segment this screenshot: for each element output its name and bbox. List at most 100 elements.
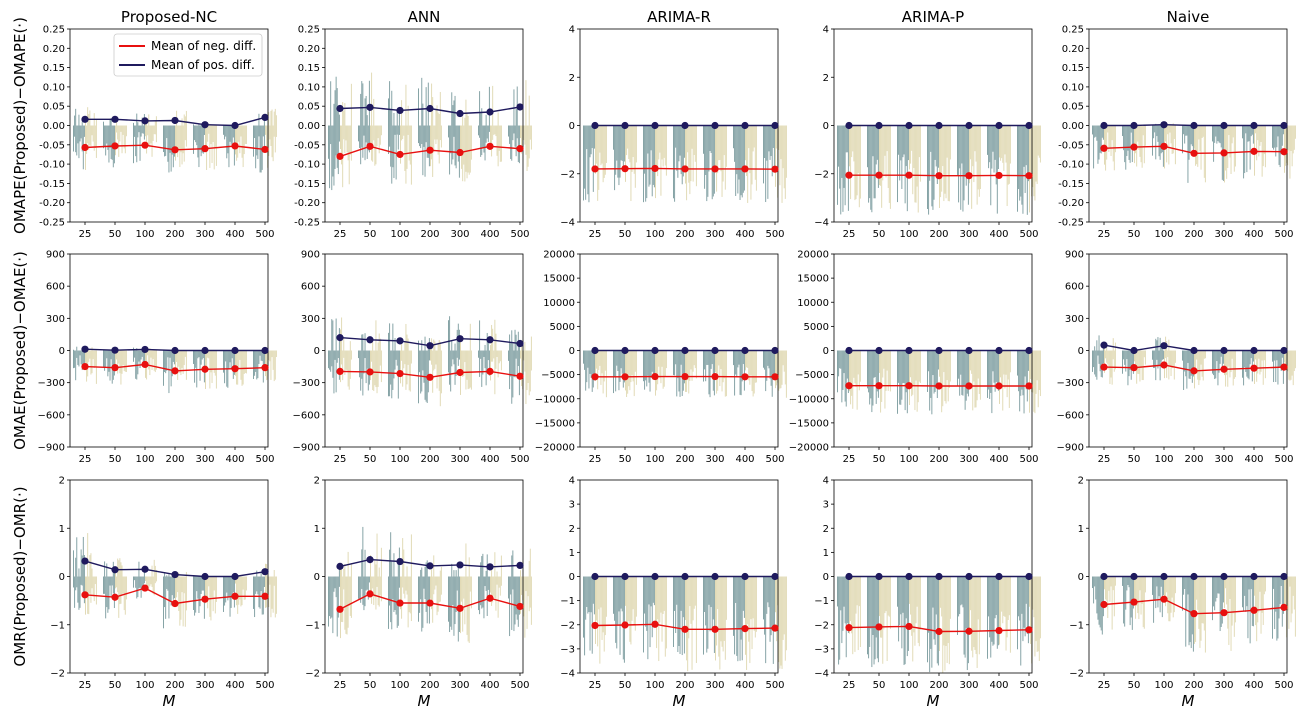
spread-bar: [1227, 125, 1229, 168]
spread-bar: [230, 125, 232, 145]
spread-bar: [1228, 125, 1230, 136]
ytick-label: 900: [301, 250, 320, 261]
ytick-label: −300: [1057, 378, 1084, 389]
xtick-label: 200: [1184, 680, 1203, 691]
spread-bar: [420, 125, 422, 149]
pos-mean-point: [111, 566, 119, 574]
xtick-label: 100: [390, 229, 409, 240]
spread-bar: [464, 576, 466, 625]
spread-bar: [962, 576, 964, 608]
spread-bar: [488, 576, 490, 598]
spread-bar-pos: [154, 121, 156, 126]
spread-bar: [849, 125, 850, 167]
spread-bar: [1272, 576, 1273, 639]
spread-bar: [500, 350, 502, 371]
spread-bar: [973, 350, 975, 382]
spread-bar: [341, 125, 343, 165]
spread-bar: [1019, 350, 1021, 412]
neg-mean-point: [261, 364, 269, 372]
spread-bar: [1157, 125, 1159, 142]
spread-bar: [1017, 125, 1018, 212]
spread-bar: [1216, 350, 1218, 362]
ytick-label: 3: [569, 500, 575, 511]
spread-bar: [1161, 350, 1163, 360]
spread-bar: [462, 576, 464, 632]
spread-bar: [725, 576, 727, 620]
spread-bar: [1158, 576, 1160, 597]
xtick-label: 100: [1154, 229, 1173, 240]
spread-bar: [1093, 125, 1095, 169]
spread-bar: [89, 576, 91, 594]
ytick-label: 0: [59, 346, 65, 357]
spread-bar-pos: [480, 111, 482, 126]
spread-bar: [595, 350, 596, 382]
spread-bar: [959, 125, 961, 169]
spread-bar: [360, 350, 362, 391]
spread-bar: [643, 350, 644, 382]
spread-bar-pos: [341, 317, 343, 351]
spread-bar: [976, 576, 978, 668]
spread-bar: [1230, 125, 1232, 174]
spread-bar: [1165, 350, 1167, 359]
spread-bar: [341, 350, 343, 365]
spread-bar: [1109, 576, 1111, 602]
spread-bar: [742, 350, 744, 365]
spread-bar: [90, 125, 92, 147]
xtick-label: 100: [1154, 454, 1173, 465]
spread-bar: [662, 125, 664, 167]
spread-bar: [1036, 125, 1038, 184]
spread-bar: [882, 350, 884, 378]
spread-bar-pos: [462, 116, 464, 126]
spread-bar: [623, 576, 625, 663]
spread-bar: [945, 125, 947, 199]
spread-bar: [613, 125, 614, 150]
spread-bar: [361, 125, 363, 148]
spread-bar-pos: [420, 569, 422, 577]
spread-bar-pos: [136, 113, 138, 126]
spread-bar: [841, 350, 843, 403]
spread-bar: [964, 350, 966, 410]
pos-mean-point: [741, 346, 749, 355]
spread-bar: [1186, 125, 1188, 136]
spread-bar: [124, 125, 126, 154]
spread-bar: [653, 350, 655, 376]
spread-bar: [1135, 576, 1137, 619]
spread-bar: [1039, 576, 1041, 639]
spread-bar: [629, 576, 631, 642]
spread-bar: [854, 576, 856, 652]
spread-bar: [773, 576, 775, 627]
spread-bar: [106, 350, 108, 359]
spread-bar: [957, 576, 958, 635]
spread-bar: [781, 125, 783, 203]
spread-bar: [1256, 125, 1258, 161]
spread-bar: [183, 576, 185, 594]
spread-bar: [440, 125, 442, 148]
spread-bar: [616, 125, 618, 161]
spread-bar: [1248, 576, 1250, 590]
spread-bar: [720, 576, 722, 642]
spread-bar: [521, 350, 523, 387]
spread-bar: [995, 576, 997, 615]
spread-bar: [645, 350, 647, 381]
spread-bar: [344, 125, 346, 154]
pos-mean-point: [426, 104, 434, 113]
spread-bar: [1198, 125, 1200, 140]
xtick-label: 200: [675, 680, 694, 691]
spread-bar: [177, 350, 179, 380]
spread-bar: [409, 350, 411, 392]
spread-bar: [122, 576, 124, 594]
spread-bar: [1037, 350, 1039, 408]
spread-bar: [999, 576, 1000, 645]
spread-bar: [751, 350, 753, 392]
spread-bar: [1169, 576, 1171, 622]
panel-1-2: 20000150001000050000−5000−10000−15000−20…: [535, 250, 787, 465]
spread-bar: [434, 576, 436, 590]
spread-bar: [239, 576, 241, 600]
spread-bar: [692, 350, 694, 372]
spread-bar: [688, 125, 690, 183]
neg-mean-point: [1100, 363, 1108, 371]
spread-bar: [454, 125, 456, 166]
spread-bar: [931, 576, 933, 668]
spread-bar: [179, 350, 181, 374]
spread-bar-pos: [454, 95, 456, 126]
